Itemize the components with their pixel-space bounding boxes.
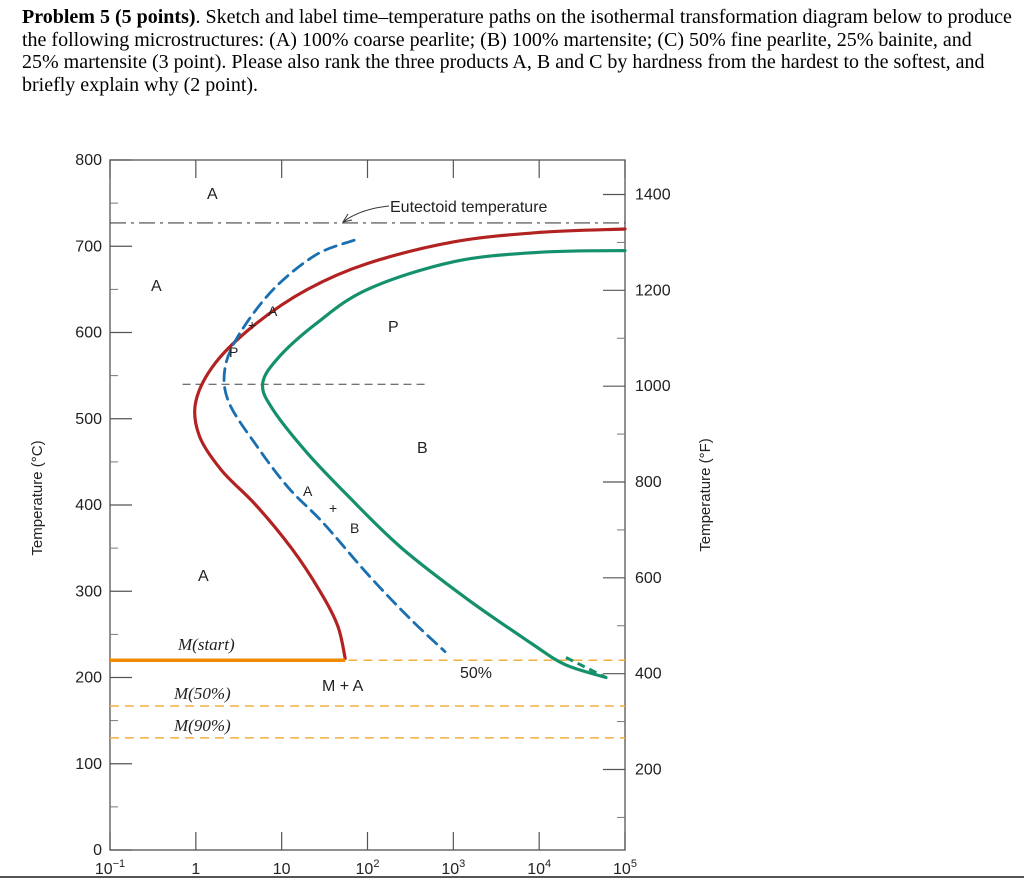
y-tick-label-c: 400: [75, 497, 102, 514]
label-plus-1: +: [248, 317, 256, 333]
y-tick-label-f: 1400: [635, 187, 671, 204]
page-bottom-rule: [0, 876, 1024, 878]
label-plus-2: +: [329, 500, 337, 516]
label-a-top: A: [207, 186, 218, 203]
y-tick-label-c: 500: [75, 411, 102, 428]
label-eutectoid: Eutectoid temperature: [390, 199, 548, 216]
y-tick-label-f: 800: [635, 474, 662, 491]
label-a-left: A: [151, 278, 162, 295]
x-tick-label: 105: [613, 858, 637, 878]
problem-text: . Sketch and label time–temperature path…: [22, 6, 1012, 96]
y-tick-label-f: 1200: [635, 282, 671, 299]
y-tick-label-c: 600: [75, 325, 102, 342]
y-tick-label-c: 100: [75, 756, 102, 773]
eutectoid-arrowhead: [342, 213, 353, 223]
label-a-low: A: [198, 568, 209, 585]
y-tick-label-f: 1000: [635, 378, 671, 395]
y-tick-label-c: 300: [75, 583, 102, 600]
label-m-start: M(start): [177, 635, 235, 654]
label-m90: M(90%): [173, 716, 231, 735]
eutectoid-arrow: [342, 205, 390, 223]
y-tick-label-c: 800: [75, 152, 102, 169]
x-tick-label: 10−1: [95, 858, 125, 878]
curve-finish: [260, 249, 627, 680]
x-tick-label: 1: [191, 861, 200, 878]
label-inner-a2: A: [303, 483, 313, 499]
label-m50: M(50%): [173, 684, 231, 703]
x-tick-label: 104: [527, 858, 551, 878]
label-inner-p: P: [229, 344, 238, 360]
curve-start: [193, 227, 627, 661]
label-inner-b: B: [350, 520, 359, 536]
problem-heading: Problem 5 (5 points): [22, 6, 196, 28]
label-p: P: [388, 319, 399, 336]
label-inner-a1: A: [268, 303, 278, 319]
x-tick-label: 102: [356, 858, 380, 878]
right-axis-title: Temperature (°F): [697, 438, 714, 552]
x-tick-label: 103: [441, 858, 465, 878]
y-tick-label-c: 700: [75, 238, 102, 255]
x-tick-label: 10: [273, 861, 291, 878]
label-m-plus-a: M + A: [322, 678, 364, 695]
y-tick-label-f: 400: [635, 666, 662, 683]
label-fifty-percent: 50%: [460, 665, 492, 682]
y-tick-label-c: 200: [75, 670, 102, 687]
curve-50-percent: [222, 238, 447, 653]
curve-finish-extension: [565, 656, 607, 679]
y-tick-label-f: 600: [635, 570, 662, 587]
problem-statement: Problem 5 (5 points). Sketch and label t…: [22, 6, 1012, 96]
label-b: B: [417, 440, 428, 457]
y-tick-label-f: 200: [635, 762, 662, 779]
y-tick-label-c: 0: [93, 842, 102, 859]
left-axis-title: Temperature (°C): [29, 440, 46, 555]
